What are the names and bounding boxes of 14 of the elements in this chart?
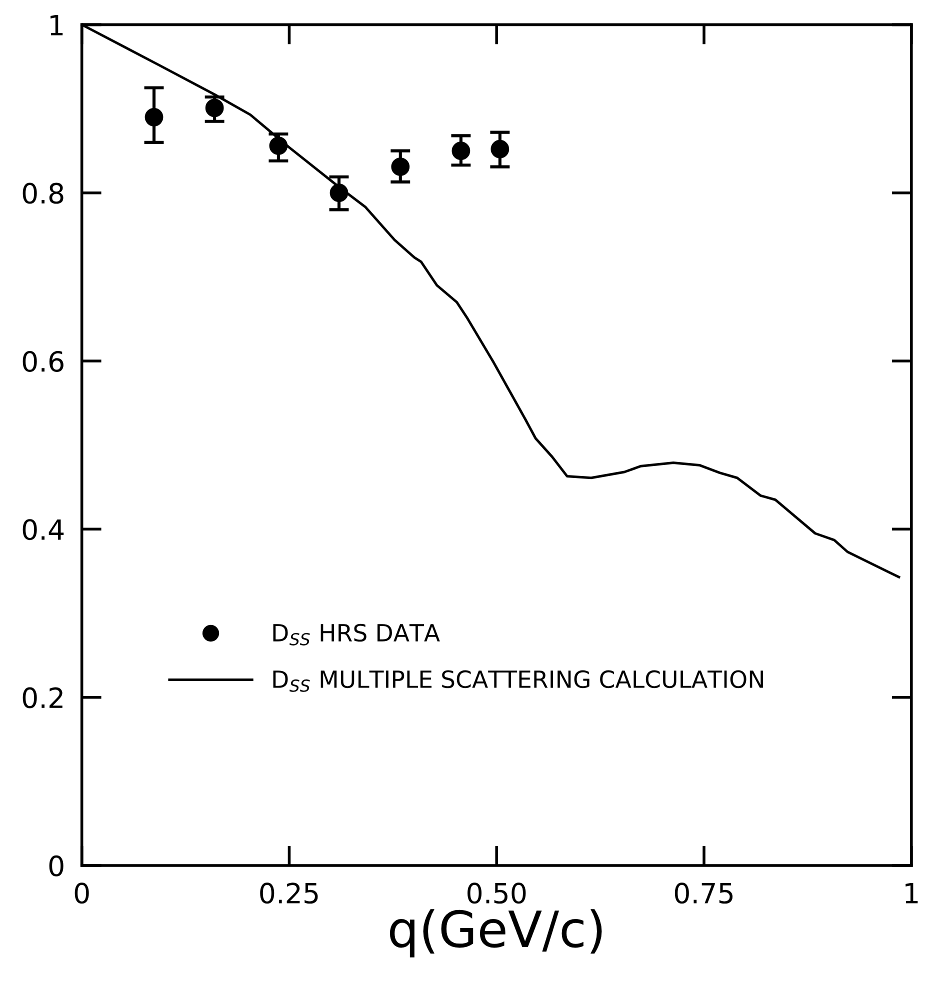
y-tick-label: 0 xyxy=(49,855,64,876)
y-tick-label: 1 xyxy=(50,15,63,36)
legend-label: D$_{SS}$ MULTIPLE SCATTERING CALCULATION xyxy=(273,670,763,692)
y-tick-label: 0.8 xyxy=(22,182,64,204)
y-tick-label: 0.6 xyxy=(22,350,64,372)
x-tick-label: 0.50 xyxy=(468,882,526,904)
x-tick-label: 0.25 xyxy=(260,882,318,904)
y-tick-label: 0.4 xyxy=(22,519,64,540)
y-tick-label: 0.2 xyxy=(22,687,62,708)
legend-label: D$_{SS}$ HRS DATA xyxy=(273,624,440,646)
x-tick-label: 0.75 xyxy=(674,882,733,904)
x-axis-title: q(GeV/c) xyxy=(390,909,602,958)
x-tick-label: 0 xyxy=(74,882,89,904)
x-tick-label: 1 xyxy=(906,883,918,904)
